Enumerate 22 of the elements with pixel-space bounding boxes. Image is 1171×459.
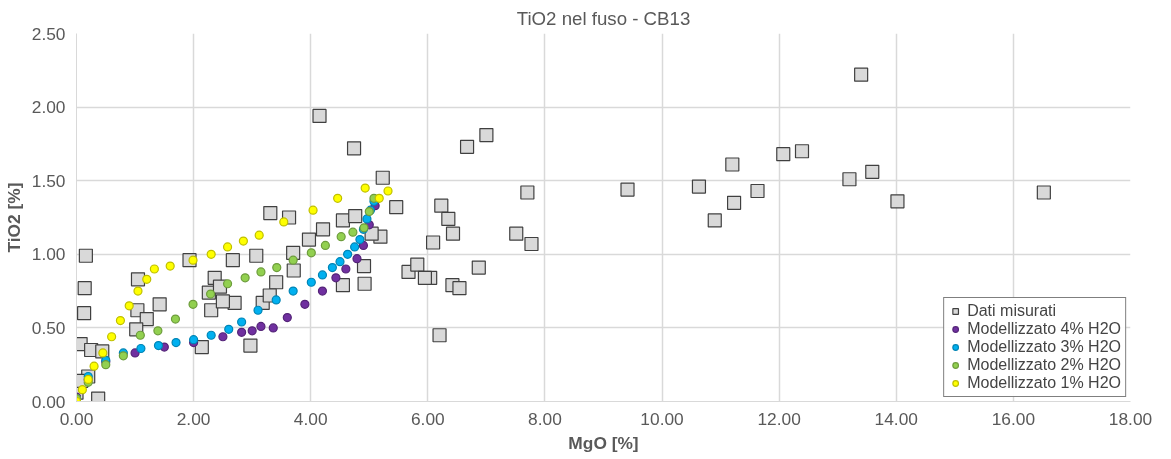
x-tick-label: 18.00: [1108, 408, 1153, 429]
legend-label: Modellizzato 3% H2O: [967, 338, 1121, 356]
x-tick-label: 14.00: [874, 408, 918, 429]
x-tick-label: 12.00: [757, 408, 801, 429]
x-axis-title: MgO [%]: [568, 432, 639, 453]
x-tick-label: 2.00: [176, 408, 211, 429]
x-tick-label: 8.00: [528, 408, 562, 429]
y-tick-label: 1.50: [31, 170, 66, 191]
legend-label: Modellizzato 4% H2O: [967, 320, 1121, 338]
y-axis-title: TiO2 [%]: [3, 182, 24, 253]
x-tick-label: 10.00: [640, 408, 684, 429]
x-tick-label: 16.00: [991, 408, 1036, 429]
y-tick-label: 2.50: [31, 23, 66, 44]
x-tick-label: 6.00: [410, 408, 445, 429]
legend-label: Modellizzato 2% H2O: [967, 356, 1121, 374]
y-tick-label: 2.00: [31, 97, 66, 118]
x-tick-label: 4.00: [293, 408, 328, 429]
chart-title: TiO2 nel fuso - CB13: [516, 7, 691, 29]
legend-label: Modellizzato 1% H2O: [967, 374, 1121, 392]
y-tick-label: 1.00: [31, 244, 66, 265]
y-tick-label: 0.50: [31, 317, 66, 338]
legend-label: Dati misurati: [967, 302, 1057, 320]
